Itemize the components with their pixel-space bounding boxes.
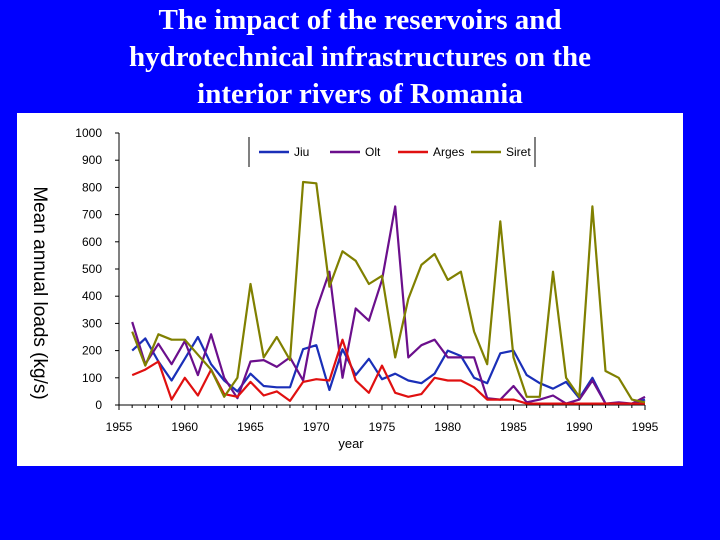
series-line-arges bbox=[131, 338, 645, 405]
slide-title: The impact of the reservoirs and hydrote… bbox=[0, 2, 720, 113]
line-chart: 0 100 200 300 400 500 600 700 800 900 1000 1955 1960… bbox=[29, 126, 659, 451]
chart-panel: 0 100 200 300 400 500 600 700 800 900 1000 1955 1960… bbox=[17, 113, 683, 466]
series-line-olt bbox=[131, 205, 646, 405]
y-tick-label: 700 bbox=[82, 208, 102, 222]
x-tick-label: 1965 bbox=[237, 420, 264, 434]
legend-label-siret: Siret bbox=[506, 145, 531, 159]
x-tick-label: 1960 bbox=[171, 420, 198, 434]
x-tick-label: 1975 bbox=[369, 420, 396, 434]
y-tick-label: 300 bbox=[82, 316, 102, 330]
x-tick-label: 1995 bbox=[632, 420, 659, 434]
axes: 0 100 200 300 400 500 600 700 800 900 1000 1955 1960… bbox=[29, 126, 659, 451]
y-tick-label: 800 bbox=[82, 180, 102, 194]
series-line-jiu bbox=[131, 335, 646, 405]
x-tick-label: 1970 bbox=[303, 420, 330, 434]
y-axis-title: Mean annual loads (kg/s) bbox=[29, 186, 50, 399]
y-tick-label: 200 bbox=[82, 344, 102, 358]
x-tick-label: 1980 bbox=[434, 420, 461, 434]
y-tick-label: 400 bbox=[82, 289, 102, 303]
title-line-2: hydrotechnical infrastructures on the bbox=[128, 41, 592, 73]
legend: Jiu Olt Arges Siret bbox=[248, 137, 536, 167]
y-tick-label: 600 bbox=[82, 235, 102, 249]
x-tick-label: 1985 bbox=[500, 420, 527, 434]
series-line-siret bbox=[131, 180, 646, 404]
legend-label-jiu: Jiu bbox=[294, 145, 309, 159]
y-tick-label: 0 bbox=[95, 398, 102, 412]
y-tick-label: 900 bbox=[82, 153, 102, 167]
x-tick-label: 1990 bbox=[566, 420, 593, 434]
y-tick-label: 100 bbox=[82, 371, 102, 385]
legend-label-arges: Arges bbox=[433, 145, 464, 159]
y-tick-label: 1000 bbox=[75, 126, 102, 140]
series-layer bbox=[131, 180, 646, 405]
title-line-3: interior rivers of Romania bbox=[197, 78, 523, 110]
y-tick-label: 500 bbox=[82, 262, 102, 276]
x-tick-label: 1955 bbox=[106, 420, 133, 434]
x-axis-title: year bbox=[338, 436, 364, 451]
title-line-1: The impact of the reservoirs and bbox=[158, 4, 562, 36]
legend-label-olt: Olt bbox=[365, 145, 381, 159]
